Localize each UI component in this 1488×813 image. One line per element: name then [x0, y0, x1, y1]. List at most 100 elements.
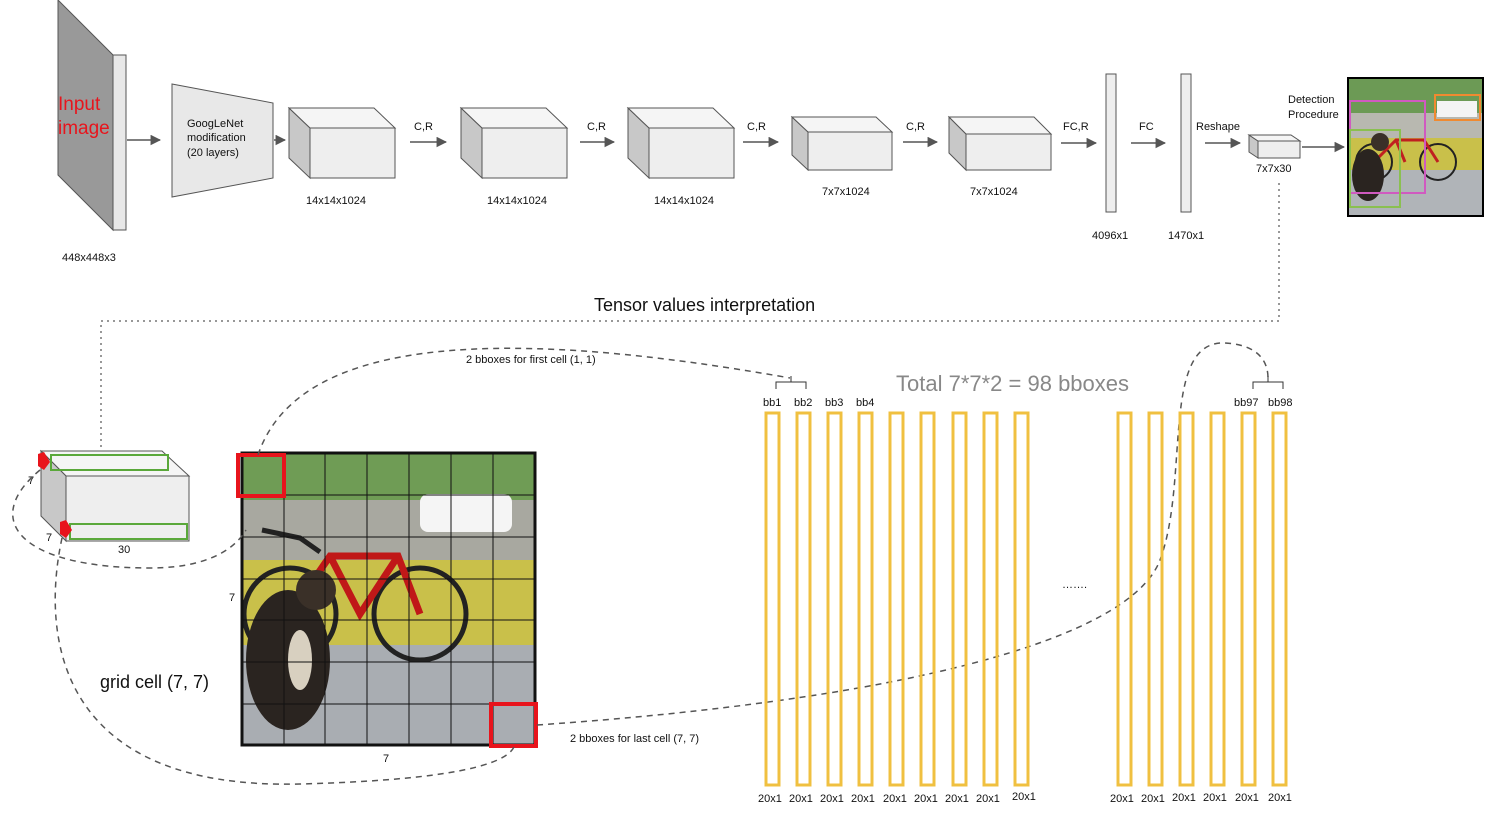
- grid-cell-label: grid cell (7, 7): [100, 672, 209, 692]
- bbox-vector: [888, 411, 905, 787]
- bbox-size-label: 20x1: [1141, 793, 1165, 805]
- conv-block-5-op: FC,R: [1063, 121, 1089, 133]
- fc-layer-4096-size: 4096x1: [1092, 230, 1128, 242]
- bbox-names-left: bb1 bb2 bb3 bb4: [763, 397, 874, 409]
- tensor-7x7x30: [39, 449, 191, 543]
- bbox-vectors: [764, 411, 1288, 787]
- bbox-name: bb4: [856, 397, 874, 409]
- total-bboxes-label: Total 7*7*2 = 98 bboxes: [896, 371, 1129, 396]
- input-image-title-line1: Input: [58, 94, 101, 115]
- detection-thumbnail-frame: [1347, 77, 1484, 217]
- googlenet-label-line1: GoogLeNet: [187, 118, 243, 130]
- grid-side-label: 7: [229, 592, 235, 604]
- conv-block-4: [790, 115, 894, 172]
- bbox-size-label: 20x1: [914, 793, 938, 805]
- googlenet-block: [171, 83, 274, 198]
- detection-label-line2: Procedure: [1288, 109, 1339, 121]
- grid-lines: [242, 453, 535, 745]
- bbox-size-label: 20x1: [1268, 792, 1292, 804]
- bbox-vector: [1240, 411, 1257, 787]
- fc-layer-1470: [1180, 73, 1192, 213]
- bbox-vector: [826, 411, 843, 787]
- bbox-name: bb98: [1268, 397, 1292, 409]
- bbox-vector: [1209, 411, 1226, 787]
- tensor-dim-d: 30: [118, 544, 130, 556]
- input-size-label: 448x448x3: [62, 252, 116, 264]
- tensor-to-grid-connector: [12, 469, 247, 569]
- grid-frame: [240, 451, 537, 747]
- bbox-vector: [1271, 411, 1288, 787]
- output-tensor-block: [1247, 134, 1302, 159]
- conv-block-2-size: 14x14x1024: [487, 195, 547, 207]
- bbox-name: bb1: [763, 397, 781, 409]
- bbox-vector: [795, 411, 812, 787]
- bbox-name: bb2: [794, 397, 812, 409]
- interpretation-connector: [100, 183, 1280, 447]
- tensor-first-cell-depth: [50, 454, 169, 471]
- bbox-vector: [764, 411, 781, 787]
- bbox-size-label: 20x1: [1235, 792, 1259, 804]
- detection-box-car: [1434, 94, 1481, 121]
- fc-layer-4096: [1105, 73, 1117, 213]
- bbox-vector: [1178, 411, 1195, 787]
- conv-block-4-op: C,R: [906, 121, 925, 133]
- conv-block-1-size: 14x14x1024: [306, 195, 366, 207]
- conv-block-3-size: 14x14x1024: [654, 195, 714, 207]
- bbox-size-label: 20x1: [851, 793, 875, 805]
- bbox-size-label: 20x1: [1172, 792, 1196, 804]
- last-cell-connector: [536, 342, 1269, 726]
- grid-photo: [242, 453, 535, 745]
- last-grid-cell-highlight: [489, 702, 538, 748]
- googlenet-label-line2: modification: [187, 132, 246, 144]
- bbox-size-label: 20x1: [789, 793, 813, 805]
- last-cell-to-tensor-connector: [54, 537, 515, 785]
- bbox-size-label: 20x1: [945, 793, 969, 805]
- first-grid-cell-highlight: [236, 453, 286, 498]
- first-cell-connector: [257, 347, 791, 456]
- bbox-size-label: 20x1: [1110, 793, 1134, 805]
- googlenet-label-line3: (20 layers): [187, 147, 239, 159]
- detection-result-image: [1348, 78, 1483, 216]
- fc-layer-1470-size: 1470x1: [1168, 230, 1204, 242]
- detection-label-line1: Detection: [1288, 94, 1334, 106]
- conv-block-1-op: C,R: [414, 121, 433, 133]
- conv-block-2-op: C,R: [587, 121, 606, 133]
- bbox-size-label: 20x1: [820, 793, 844, 805]
- detection-box-dog: [1349, 129, 1401, 208]
- tensor-first-cell-marker: [38, 452, 50, 470]
- tensor-dim-w: 7: [46, 532, 52, 544]
- bbox-size-label: 20x1: [758, 793, 782, 805]
- conv-block-5: [947, 115, 1053, 172]
- tensor-dim-h: 7: [28, 475, 34, 487]
- reshape-op: Reshape: [1196, 121, 1240, 133]
- conv-block-2: [459, 106, 569, 180]
- first-cell-bracket: [775, 376, 807, 389]
- last-cell-bracket: [1252, 376, 1284, 389]
- ellipsis-label: …….: [1062, 579, 1087, 591]
- bbox-vector: [857, 411, 874, 787]
- input-image-slab: [57, 0, 127, 232]
- bbox-size-label: 20x1: [1012, 791, 1036, 803]
- bbox-vector: [1013, 411, 1030, 787]
- conv-block-3-op: C,R: [747, 121, 766, 133]
- input-image-title-line2: image: [58, 118, 110, 139]
- bbox-vector: [1147, 411, 1164, 787]
- bbox-vector: [951, 411, 968, 787]
- conv-block-4-size: 7x7x1024: [822, 186, 870, 198]
- bbox-name: bb97: [1234, 397, 1258, 409]
- bbox-size-label: 20x1: [976, 793, 1000, 805]
- bbox-vector: [1116, 411, 1133, 787]
- output-tensor-size: 7x7x30: [1256, 163, 1291, 175]
- conv-block-3: [626, 106, 736, 180]
- last-cell-label: 2 bboxes for last cell (7, 7): [570, 733, 699, 745]
- tensor-last-cell-marker: [60, 520, 72, 538]
- bbox-names-right: bb97 bb98: [1234, 397, 1292, 409]
- grid-bottom-label: 7: [383, 753, 389, 765]
- bbox-size-label: 20x1: [1203, 792, 1227, 804]
- first-cell-label: 2 bboxes for first cell (1, 1): [466, 354, 596, 366]
- bbox-vector: [919, 411, 936, 787]
- fc-layer-4096-op: FC: [1139, 121, 1154, 133]
- interpretation-title: Tensor values interpretation: [594, 295, 815, 315]
- bbox-size-labels: 20x1 20x1 20x1 20x1 20x1 20x1 20x1 20x1 …: [758, 791, 1292, 805]
- bbox-size-label: 20x1: [883, 793, 907, 805]
